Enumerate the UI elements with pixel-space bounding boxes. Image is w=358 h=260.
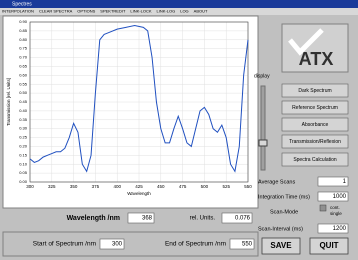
title-bar xyxy=(0,0,358,8)
menu-item[interactable]: OPTIONS xyxy=(77,9,95,14)
button-label[interactable]: Reference Spectrum xyxy=(292,105,338,111)
units-value-box xyxy=(221,212,253,224)
button-label[interactable]: Spectra Calculation xyxy=(293,157,337,163)
end-value-box[interactable] xyxy=(229,238,255,250)
button[interactable] xyxy=(281,117,349,132)
x-tick-label: 525 xyxy=(222,184,230,189)
mode-label: Scan-Mode xyxy=(270,209,298,215)
end-label: End of Spectrum /nm xyxy=(165,241,226,248)
interval-label: Scan-Interval (ms) xyxy=(258,226,303,232)
average-value[interactable]: 1 xyxy=(343,179,347,185)
x-tick-label: 550 xyxy=(244,184,252,189)
x-tick-label: 450 xyxy=(157,184,165,189)
y-tick-label: 0.60 xyxy=(19,72,28,77)
y-tick-label: 0.15 xyxy=(19,152,28,157)
integration-value-box[interactable] xyxy=(317,191,349,202)
plot-frame xyxy=(29,21,249,183)
y-tick-label: 0.25 xyxy=(19,135,28,140)
units-value: 0.076 xyxy=(235,216,251,222)
units-label: rel. Units. xyxy=(190,216,216,222)
y-tick-label: 0.50 xyxy=(19,90,28,95)
integration-value[interactable]: 1000 xyxy=(333,194,347,200)
x-tick-label: 425 xyxy=(135,184,143,189)
wavelength-label: Wavelength /nm xyxy=(67,215,120,222)
menu-item[interactable]: ABOUT xyxy=(194,9,208,14)
menu-bar xyxy=(0,8,358,15)
x-tick-label: 350 xyxy=(70,184,78,189)
button-label[interactable]: Absorbance xyxy=(302,122,329,128)
range-panel xyxy=(2,231,259,257)
logo-box xyxy=(281,23,349,73)
start-value-box[interactable] xyxy=(99,238,125,250)
interval-value[interactable]: 1200 xyxy=(333,226,347,232)
button[interactable] xyxy=(281,100,349,115)
button-label[interactable]: Dark Spectrum xyxy=(298,88,331,94)
mode-switch[interactable] xyxy=(319,204,327,212)
x-tick-label: 500 xyxy=(201,184,209,189)
y-tick-label: 0.05 xyxy=(19,170,28,175)
y-tick-label: 0.30 xyxy=(19,126,28,131)
y-tick-label: 0.35 xyxy=(19,117,28,122)
menu-item[interactable]: LINK-LOCK xyxy=(130,9,151,14)
average-label: Average Scans xyxy=(258,179,295,185)
y-tick-label: 0.45 xyxy=(19,99,28,104)
y-tick-label: 0.85 xyxy=(19,28,28,33)
menu-item[interactable]: LINK-LOG xyxy=(157,9,176,14)
y-tick-label: 0.65 xyxy=(19,64,28,69)
y-tick-label: 0.90 xyxy=(19,19,28,24)
y-tick-label: 0.10 xyxy=(19,161,28,166)
menu-item[interactable]: INTERPOLATION xyxy=(2,9,34,14)
start-value[interactable]: 300 xyxy=(112,242,123,248)
wavelength-value-box xyxy=(127,212,155,224)
slider-track xyxy=(260,85,266,171)
y-tick-label: 0.55 xyxy=(19,81,28,86)
y-tick-label: 0.40 xyxy=(19,108,28,113)
y-axis-label: Transmission [rel. Units] xyxy=(6,78,11,126)
button[interactable] xyxy=(281,134,349,149)
y-tick-label: 0.75 xyxy=(19,46,28,51)
slider-thumb[interactable] xyxy=(258,139,268,147)
x-tick-label: 400 xyxy=(113,184,121,189)
save-button[interactable] xyxy=(261,237,301,255)
display-label: display xyxy=(254,73,270,79)
mode-option: cont. xyxy=(330,205,340,210)
integration-label: Integration Time (ms) xyxy=(258,194,310,200)
x-axis-label: Wavelength xyxy=(127,191,151,196)
chart-panel xyxy=(2,15,259,209)
y-tick-label: 0.20 xyxy=(19,144,28,149)
button[interactable] xyxy=(281,83,349,98)
y-tick-label: 0.70 xyxy=(19,55,28,60)
mode-option: single xyxy=(330,211,342,216)
quit-button[interactable] xyxy=(309,237,349,255)
button-label[interactable]: Transmission/Reflexion xyxy=(289,139,341,145)
logo-text: ATX xyxy=(299,49,334,69)
logo-check xyxy=(288,28,324,56)
x-tick-label: 375 xyxy=(92,184,100,189)
menu-item[interactable]: CLEAR SPECTRA xyxy=(39,9,73,14)
button[interactable] xyxy=(281,152,349,167)
menu-item[interactable]: SPEKTREDIT xyxy=(100,9,126,14)
average-value-box[interactable] xyxy=(317,176,349,187)
end-value[interactable]: 550 xyxy=(242,242,253,248)
spectrum-line xyxy=(29,25,249,173)
x-tick-label: 325 xyxy=(48,184,56,189)
y-tick-label: 0.00 xyxy=(19,179,28,184)
x-tick-label: 300 xyxy=(26,184,34,189)
menu-item[interactable]: LOG xyxy=(180,9,188,14)
x-tick-label: 475 xyxy=(179,184,187,189)
y-tick-label: 0.80 xyxy=(19,37,28,42)
quit-button-label[interactable]: QUIT xyxy=(319,241,338,250)
interval-value-box[interactable] xyxy=(317,223,349,234)
wavelength-value: 368 xyxy=(142,216,153,222)
save-button-label[interactable]: SAVE xyxy=(270,241,292,250)
start-label: Start of Spectrum /nm xyxy=(33,241,96,248)
window-title: Spectres xyxy=(12,1,32,7)
